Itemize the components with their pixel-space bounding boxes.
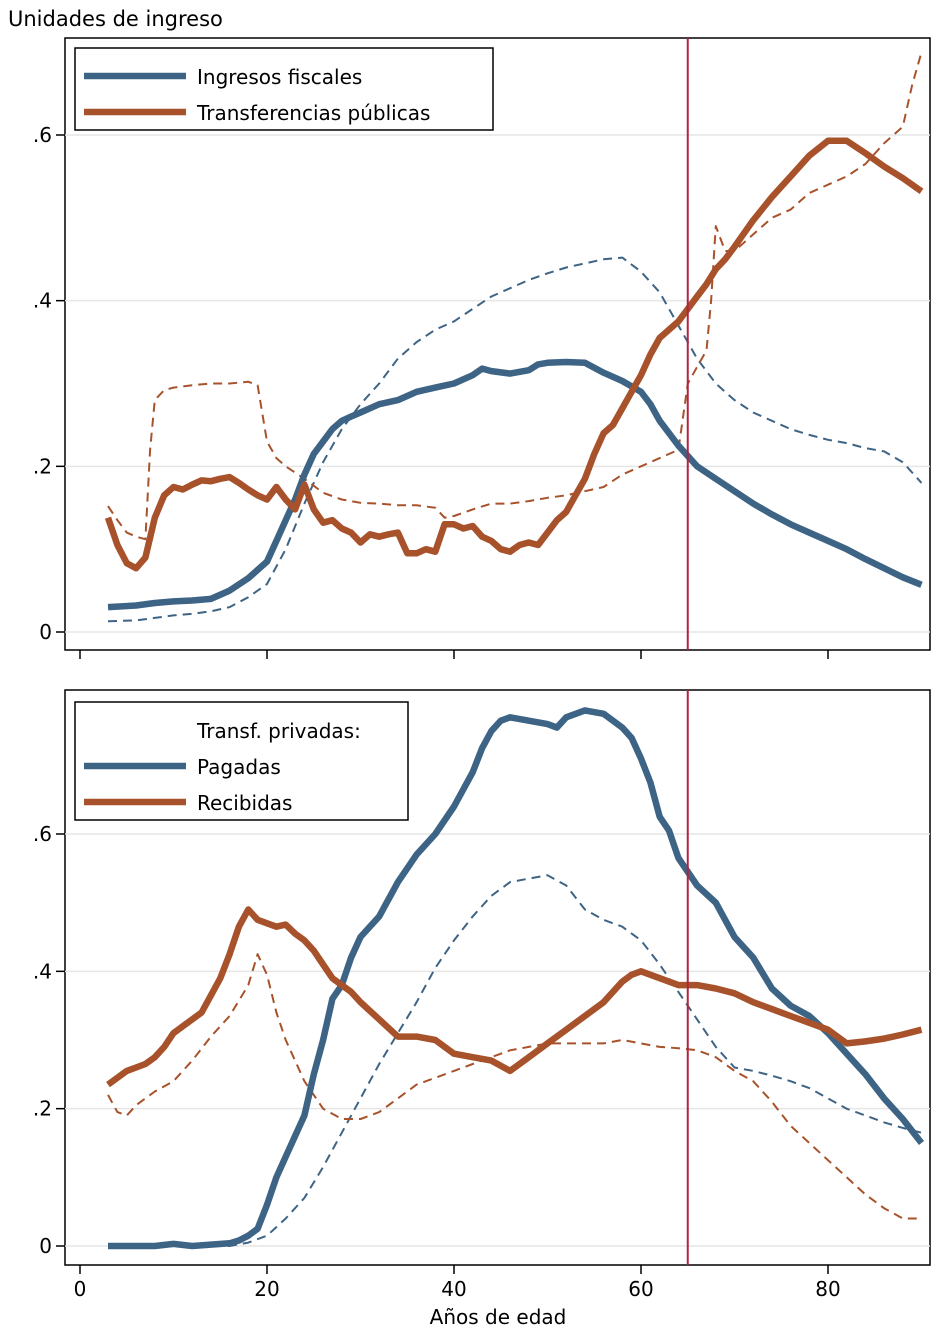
panel-2-xtick-label-0: 0 [74,1277,87,1301]
panel-2-xtick-label-2: 40 [441,1277,466,1301]
panel-1-series-2-solid-line [104,137,924,572]
panel-1-series-3-dashed-line [107,256,923,623]
panel-1-legend-label-1: Ingresos fiscales [197,65,362,89]
panel-1-legend-box [74,47,494,131]
panel-2-xtick-label-1: 20 [254,1277,279,1301]
panel-2-x-axis-title: Años de edad [430,1305,567,1329]
panel-1-y-axis-title: Unidades de ingreso [8,7,223,31]
panel-1-ytick-label-2: .4 [33,289,52,313]
panel-2-legend-title: Transf. privadas: [196,719,361,743]
panel-2-xtick-label-4: 80 [815,1277,840,1301]
panel-2-series-2-solid-line [106,906,923,1088]
panel-1-series-1-solid-line [107,358,923,611]
panel-1-ytick-label-0: 0 [39,620,52,644]
panel-2-ytick-label-0: 0 [39,1234,52,1258]
panel-2-series-3-dashed-line [108,874,922,1247]
panel-2-xtick-label-3: 60 [628,1277,653,1301]
panel-2-series-1-solid-line [108,707,925,1250]
panel-2-ytick-label-2: .4 [33,959,52,983]
panel-2-legend-label-2: Recibidas [197,791,292,815]
panel-1-ytick-label-1: .2 [33,454,52,478]
panel-2-ytick-label-1: .2 [33,1097,52,1121]
panel-1-ytick-label-3: .6 [33,123,52,147]
panel-1-series-4-dashed-line [107,51,923,541]
panel-1-legend-label-2: Transferencias públicas [196,101,430,125]
panel-2-legend-label-1: Pagadas [197,755,281,779]
panel-2-ytick-label-3: .6 [33,822,52,846]
